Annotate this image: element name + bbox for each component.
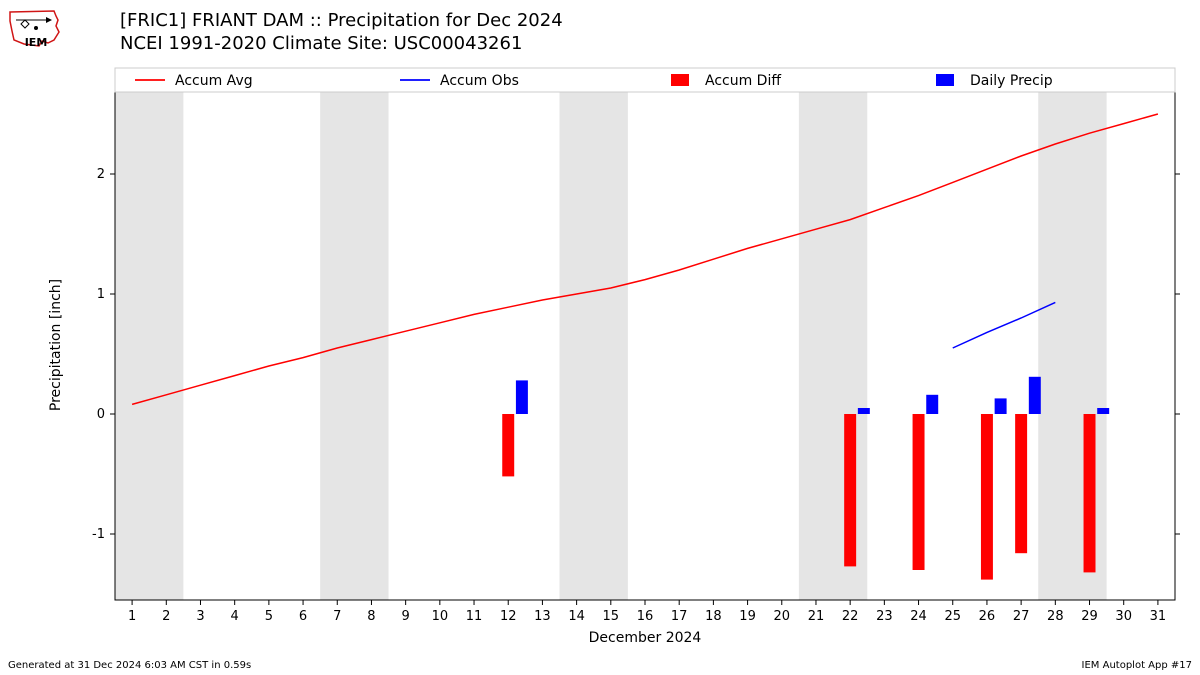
x-tick-label: 20	[774, 609, 791, 624]
y-axis-label: Precipitation [inch]	[48, 279, 64, 411]
title-line-2: NCEI 1991-2020 Climate Site: USC00043261	[120, 33, 563, 56]
accum-diff-bar	[844, 414, 856, 566]
x-tick-label: 29	[1081, 609, 1098, 624]
accum-diff-bar	[502, 414, 514, 476]
svg-text:IEM: IEM	[25, 36, 48, 49]
weekend-shade	[115, 90, 183, 600]
legend-label: Accum Obs	[440, 73, 519, 89]
x-tick-label: 19	[739, 609, 756, 624]
legend-label: Accum Avg	[175, 73, 253, 89]
x-tick-label: 21	[808, 609, 825, 624]
legend-label: Daily Precip	[970, 73, 1053, 89]
x-tick-label: 8	[367, 609, 375, 624]
app-credit: IEM Autoplot App #17	[1082, 660, 1192, 671]
x-tick-label: 1	[128, 609, 136, 624]
legend-label: Accum Diff	[705, 73, 781, 89]
x-tick-label: 4	[231, 609, 239, 624]
x-tick-label: 5	[265, 609, 273, 624]
x-tick-label: 7	[333, 609, 341, 624]
iem-logo: IEM	[6, 6, 66, 51]
x-tick-label: 2	[162, 609, 170, 624]
accum-avg-line	[132, 114, 1158, 404]
x-tick-label: 24	[910, 609, 927, 624]
y-tick-label: 2	[97, 167, 105, 182]
weekend-shade	[1038, 90, 1106, 600]
daily-precip-bar	[1097, 408, 1109, 414]
legend-swatch	[671, 74, 689, 86]
x-tick-label: 3	[196, 609, 204, 624]
x-tick-label: 16	[637, 609, 654, 624]
x-tick-label: 14	[568, 609, 585, 624]
x-tick-label: 17	[671, 609, 688, 624]
generated-timestamp: Generated at 31 Dec 2024 6:03 AM CST in …	[8, 660, 251, 671]
legend-swatch	[936, 74, 954, 86]
y-tick-label: -1	[92, 527, 105, 542]
weekend-shade	[320, 90, 388, 600]
precipitation-chart: -101212345678910111213141516171819202122…	[0, 60, 1200, 650]
y-tick-label: 0	[97, 407, 105, 422]
x-tick-label: 12	[500, 609, 517, 624]
x-tick-label: 18	[705, 609, 722, 624]
x-tick-label: 6	[299, 609, 307, 624]
accum-diff-bar	[913, 414, 925, 570]
x-tick-label: 30	[1115, 609, 1132, 624]
y-tick-label: 1	[97, 287, 105, 302]
x-tick-label: 9	[402, 609, 410, 624]
x-tick-label: 15	[603, 609, 620, 624]
x-tick-label: 26	[979, 609, 996, 624]
x-tick-label: 13	[534, 609, 551, 624]
chart-title: [FRIC1] FRIANT DAM :: Precipitation for …	[120, 10, 563, 55]
accum-diff-bar	[1084, 414, 1096, 572]
title-line-1: [FRIC1] FRIANT DAM :: Precipitation for …	[120, 10, 563, 33]
x-tick-label: 28	[1047, 609, 1064, 624]
accum-diff-bar	[1015, 414, 1027, 553]
daily-precip-bar	[858, 408, 870, 414]
x-tick-label: 23	[876, 609, 893, 624]
daily-precip-bar	[516, 380, 528, 414]
x-tick-label: 25	[944, 609, 961, 624]
x-axis-label: December 2024	[589, 630, 702, 646]
daily-precip-bar	[1029, 377, 1041, 414]
x-tick-label: 10	[432, 609, 449, 624]
x-tick-label: 27	[1013, 609, 1030, 624]
x-tick-label: 11	[466, 609, 483, 624]
x-tick-label: 31	[1150, 609, 1167, 624]
accum-diff-bar	[981, 414, 993, 580]
weekend-shade	[799, 90, 867, 600]
weekend-shade	[560, 90, 628, 600]
daily-precip-bar	[926, 395, 938, 414]
x-tick-label: 22	[842, 609, 859, 624]
daily-precip-bar	[995, 398, 1007, 414]
